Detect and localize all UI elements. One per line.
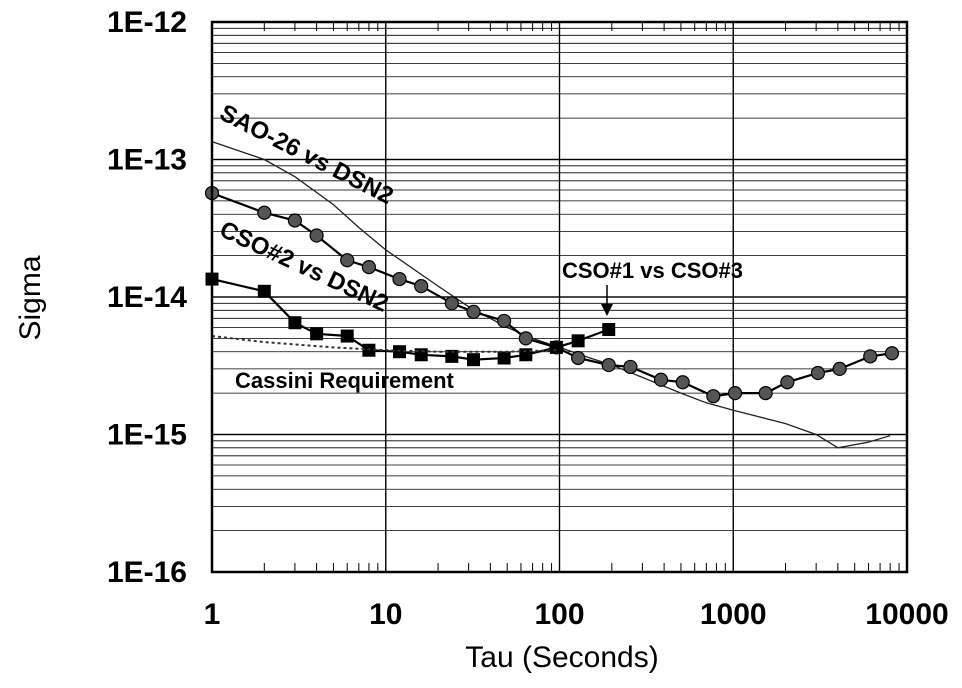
data-point <box>518 331 533 346</box>
data-point <box>519 348 533 362</box>
data-point <box>727 386 743 401</box>
plot-frame <box>210 20 909 574</box>
data-point <box>257 205 272 220</box>
series-0 <box>211 140 891 449</box>
y-tick-label: 1E-14 <box>107 281 187 314</box>
series-3 <box>211 335 560 353</box>
data-point <box>340 253 355 268</box>
x-tick-label: 10000 <box>865 598 948 631</box>
x-tick-label: 1 <box>204 598 221 631</box>
data-point <box>602 323 616 337</box>
series-line <box>211 335 560 353</box>
data-point <box>414 279 429 294</box>
data-point <box>466 304 481 319</box>
grid <box>211 21 908 573</box>
data-point <box>549 340 563 354</box>
data-point <box>445 349 459 363</box>
data-point <box>393 345 407 359</box>
data-point <box>444 296 459 311</box>
y-tick-label: 1E-16 <box>107 556 187 589</box>
data-point <box>288 316 302 330</box>
y-tick-labels: 1E-16 1E-15 1E-14 1E-13 1E-12 <box>107 6 187 589</box>
data-point <box>653 372 669 387</box>
annotation-cassini-requirement: Cassini Requirement <box>235 368 455 393</box>
series-2 <box>205 272 616 367</box>
annotation-cso1-vs-cso3: CSO#1 vs CSO#3 <box>562 258 743 283</box>
series-line <box>211 192 893 398</box>
y-tick-label: 1E-15 <box>107 419 187 452</box>
series-1 <box>204 185 900 404</box>
data-point <box>361 259 377 275</box>
data-point <box>571 334 585 348</box>
data-point <box>758 386 773 401</box>
data-point <box>497 313 512 329</box>
y-tick-label: 1E-13 <box>107 144 187 177</box>
x-tick-label: 1000 <box>700 598 767 631</box>
data-point <box>310 327 324 341</box>
x-axis-label: Tau (Seconds) <box>465 641 658 674</box>
data-point <box>497 351 511 365</box>
series-layer <box>204 140 900 449</box>
data-point <box>780 375 795 390</box>
data-point <box>810 365 826 381</box>
data-point <box>863 349 878 364</box>
y-axis-label: Sigma <box>14 255 47 340</box>
data-point <box>623 359 638 375</box>
data-point <box>257 284 271 298</box>
x-tick-labels: 1 10 100 1000 10000 <box>204 598 949 631</box>
y-tick-label: 1E-12 <box>107 6 187 39</box>
annotation-sao26-vs-dsn2: SAO-26 vs DSN2 <box>215 99 397 210</box>
data-point <box>392 271 407 287</box>
data-point <box>832 361 847 376</box>
data-point <box>675 375 690 390</box>
x-tick-label: 10 <box>369 598 402 631</box>
series-line <box>211 278 610 361</box>
data-point <box>467 353 481 367</box>
data-point <box>571 350 586 366</box>
data-point <box>309 228 324 243</box>
data-point <box>884 346 900 361</box>
data-point <box>706 389 721 404</box>
cso1-annotation-arrow <box>601 285 613 316</box>
series-line <box>211 140 891 449</box>
data-point <box>340 329 354 343</box>
data-point <box>287 213 302 228</box>
data-point <box>601 357 616 373</box>
x-tick-label: 100 <box>534 598 584 631</box>
